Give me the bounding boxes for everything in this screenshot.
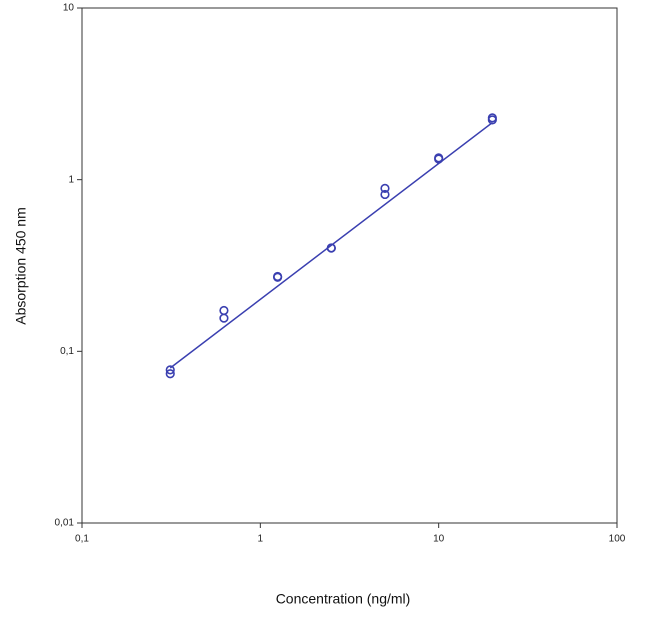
y-axis-title: Absorption 450 nm (13, 207, 29, 325)
data-point (165, 365, 175, 375)
data-point (219, 313, 229, 323)
y-tick-label: 1 (68, 174, 74, 185)
y-tick-label: 0,1 (60, 346, 74, 357)
data-point (487, 115, 497, 125)
data-point (273, 272, 283, 282)
data-point (380, 183, 390, 193)
plot-frame (81, 7, 618, 524)
fit-line (169, 122, 493, 369)
y-tick-label: 10 (63, 3, 75, 14)
x-axis-title: Concentration (ng/ml) (276, 591, 411, 607)
x-tick-label: 100 (609, 534, 626, 545)
x-tick-label: 1 (258, 534, 264, 545)
data-point (165, 369, 175, 379)
x-tick-label: 10 (433, 534, 445, 545)
data-point (380, 189, 390, 200)
y-tick-label: 0,01 (55, 518, 75, 529)
x-tick-label: 0,1 (75, 534, 89, 545)
data-point (219, 305, 229, 316)
